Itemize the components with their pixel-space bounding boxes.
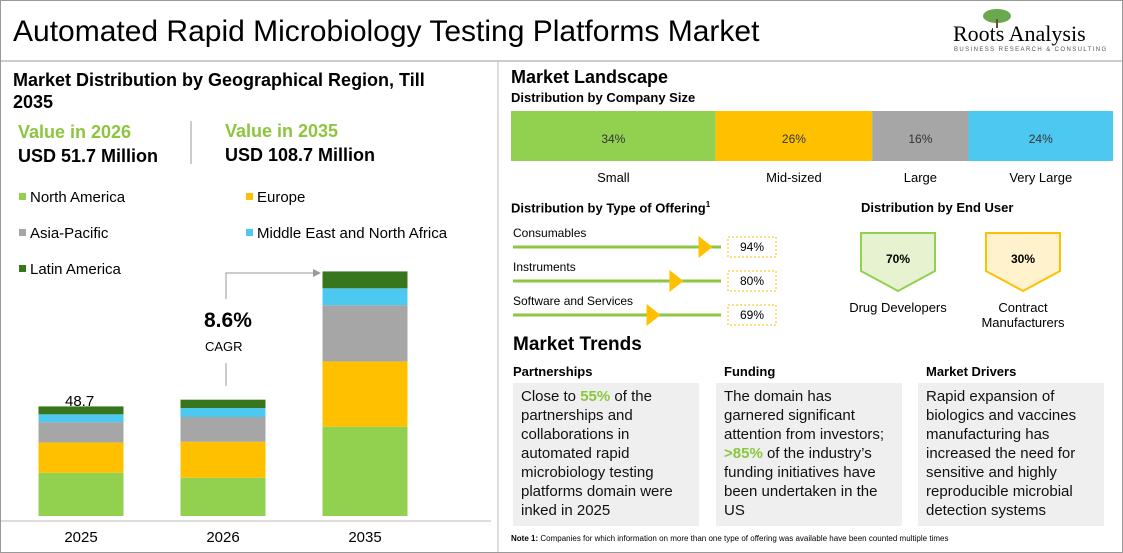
legend-label: Middle East and North Africa (257, 225, 448, 242)
size-segment (872, 111, 969, 161)
trend-text: The domain has garnered significant atte… (716, 383, 902, 526)
offering-value: 80% (740, 274, 764, 288)
bar-segment (180, 417, 266, 442)
section-title: Market Distribution by Geographical Regi… (13, 70, 425, 112)
size-value: 34% (601, 132, 625, 146)
size-value: 24% (1029, 132, 1053, 146)
end-user-value: 70% (886, 252, 910, 266)
bar-segment (38, 406, 124, 415)
logo-tree (983, 9, 1011, 28)
x-label: 2035 (348, 529, 381, 546)
footnote-mark: 1 (705, 200, 711, 209)
cagr-arrow (225, 272, 313, 386)
trend-highlight: >85% (724, 445, 763, 462)
legend-swatch (246, 193, 253, 200)
value: USD 108.7 Million (225, 145, 376, 165)
legend-label: Asia-Pacific (30, 225, 109, 242)
value-label: Value in 2035 (225, 121, 339, 141)
section-title: Market Trends (513, 334, 642, 355)
trend-text-part: of the industry’s funding initiatives ha… (724, 445, 878, 519)
offering-arrow (698, 236, 713, 258)
section-title: Market Landscape (511, 67, 669, 87)
bar-segment (180, 477, 266, 516)
legend-swatch (19, 265, 26, 272)
trend-title: Partnerships (513, 364, 593, 379)
bar-segment (322, 305, 408, 362)
note: Note 1: Companies for which information … (511, 534, 948, 543)
offering-value: 69% (740, 308, 764, 322)
legend-label: Europe (257, 189, 305, 206)
trend-text-part: Rapid expansion of biologics and vaccine… (926, 388, 1077, 519)
size-value: 26% (782, 132, 806, 146)
x-label: 2026 (206, 529, 239, 546)
offering-label: Software and Services (513, 294, 633, 308)
subtitle: Distribution by Company Size (511, 90, 696, 105)
trend-text-part: The domain has garnered significant atte… (724, 388, 885, 443)
legend-swatch (19, 229, 26, 236)
cagr-label: CAGR (205, 339, 243, 354)
offering-label: Consumables (513, 226, 586, 240)
logo-tagline: BUSINESS RESEARCH & CONSULTING (954, 47, 1108, 53)
note-text: Companies for which information on more … (540, 534, 949, 543)
bar-segment (180, 399, 266, 408)
x-label: 2025 (64, 529, 97, 546)
end-user-label: Contract Manufacturers (981, 300, 1065, 330)
bar-segment (38, 442, 124, 473)
cagr-arrowhead (313, 269, 321, 277)
size-label: Very Large (1009, 170, 1072, 185)
subtitle-text: Distribution by Type of Offering (511, 200, 706, 216)
cagr: 8.6% (204, 309, 252, 332)
trend-text-part: Close to (521, 388, 581, 405)
offering-value: 94% (740, 240, 764, 254)
trend-text: Rapid expansion of biologics and vaccine… (918, 383, 1104, 526)
bar-segment (322, 361, 408, 427)
bar-segment (180, 441, 266, 478)
size-value: 16% (908, 132, 932, 146)
end-user-shield (985, 232, 1061, 293)
trend-text: Close to 55% of the partnerships and col… (513, 383, 699, 526)
subtitle: Distribution by Type of Offering1 (511, 200, 710, 215)
bar-segment (322, 271, 408, 289)
end-user-value: 30% (1011, 252, 1035, 266)
offering-box (727, 304, 777, 326)
offering-box (727, 270, 777, 292)
size-segment (968, 111, 1113, 161)
legend-label: North America (30, 189, 126, 206)
trend-text-part: of the partnerships and collaborations i… (521, 388, 673, 519)
value-label: Value in 2026 (18, 122, 132, 142)
offering-arrow (646, 304, 661, 326)
offering-box (727, 236, 777, 258)
legend-label: Latin America (30, 261, 122, 278)
trend-title: Market Drivers (926, 364, 1017, 379)
value: USD 51.7 Million (18, 146, 159, 166)
offering-label: Instruments (513, 260, 576, 274)
bar-segment (38, 422, 124, 443)
bar-segment (38, 472, 124, 516)
bar-segment (322, 288, 408, 306)
size-label: Small (597, 170, 630, 185)
size-segment (511, 111, 716, 161)
subtitle: Distribution by End User (861, 200, 1014, 215)
title: Automated Rapid Microbiology Testing Pla… (13, 15, 760, 48)
total-label: 48.7 (65, 393, 95, 410)
bar-segment (180, 408, 266, 417)
legend-swatch (19, 193, 26, 200)
size-label: Mid-sized (766, 170, 822, 185)
trend-title: Funding (724, 364, 776, 379)
bar-segment (322, 426, 408, 516)
note-label: Note 1: (511, 534, 539, 543)
size-segment (715, 111, 873, 161)
logo: Roots Analysis (953, 21, 1086, 46)
offering-arrow (669, 270, 684, 292)
trend-highlight: 55% (580, 388, 611, 405)
end-user-shield (860, 232, 936, 293)
size-label: Large (904, 170, 937, 185)
end-user-label: Drug Developers (849, 300, 947, 315)
legend-swatch (246, 229, 253, 236)
bar-segment (38, 414, 124, 423)
